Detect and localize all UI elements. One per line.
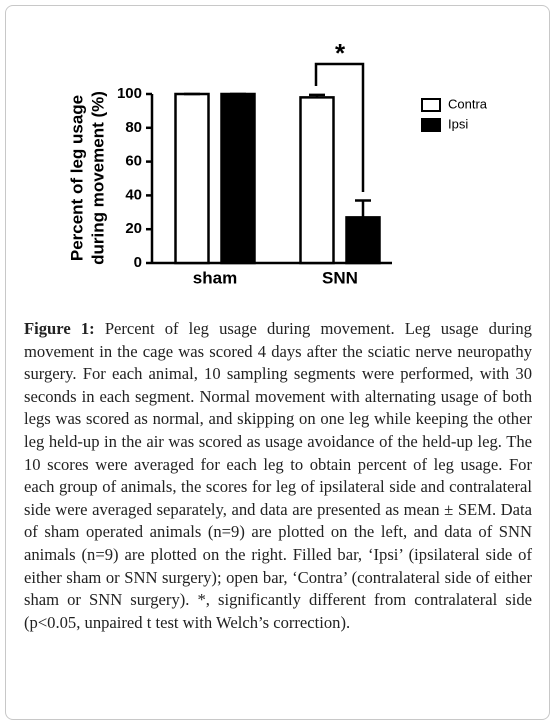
y-axis-label: Percent of leg usage [67, 95, 86, 261]
bar [220, 92, 256, 265]
figure-frame [5, 5, 550, 720]
y-tick-label: 20 [125, 220, 142, 237]
legend-swatch [421, 98, 441, 112]
y-tick-label: 80 [125, 119, 142, 136]
y-axis-label: during movement (%) [88, 91, 107, 265]
significance-bracket [314, 62, 365, 192]
caption-label: Figure 1: [24, 319, 95, 338]
significance-marker: * [335, 38, 346, 68]
error-bar [309, 93, 325, 98]
caption-text: Percent of leg usage during movement. Le… [24, 319, 532, 632]
y-tick-label: 100 [117, 85, 142, 102]
y-tick-label: 0 [134, 254, 142, 271]
x-tick-label: sham [193, 268, 237, 287]
bar [174, 92, 210, 265]
legend-label: Contra [448, 96, 488, 111]
error-bar [355, 199, 371, 218]
y-tick-label: 40 [125, 186, 142, 203]
chart: Percent of leg usage during movement (%)… [67, 38, 488, 288]
x-tick-label: SNN [322, 268, 358, 287]
legend-swatch [421, 118, 441, 132]
legend-label: Ipsi [448, 116, 468, 131]
bar [299, 96, 335, 265]
bar [345, 216, 381, 265]
caption: Figure 1: Percent of leg usage during mo… [24, 318, 532, 634]
y-tick-label: 60 [125, 153, 142, 170]
